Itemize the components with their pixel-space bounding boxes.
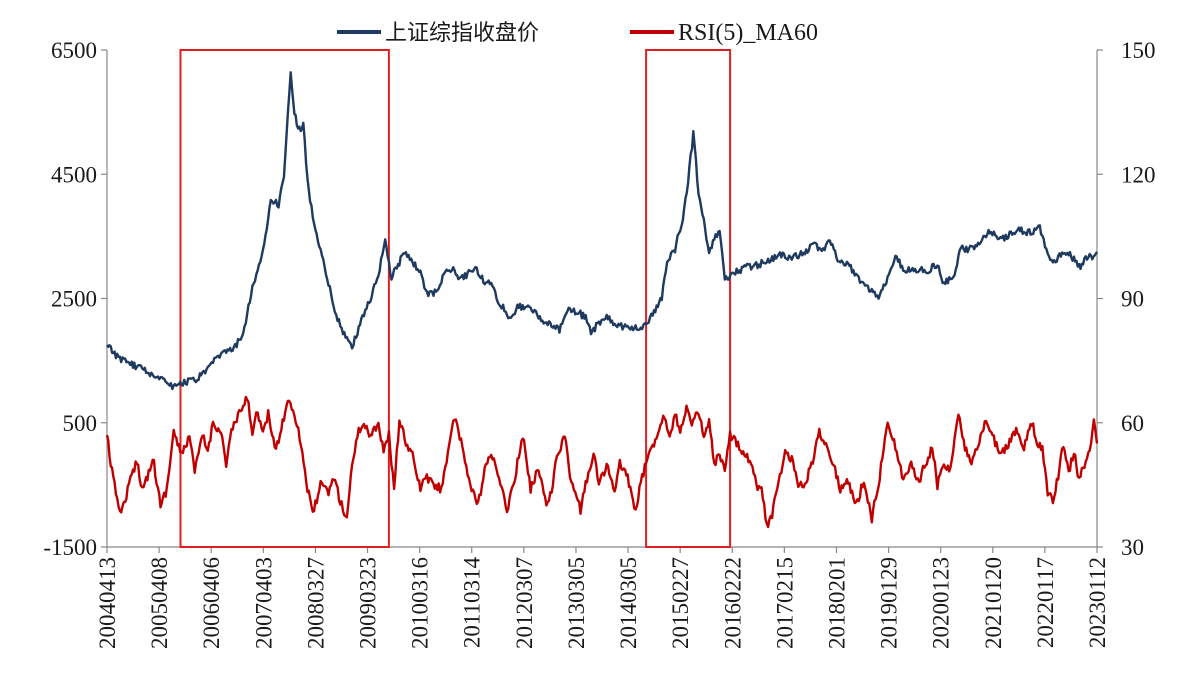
legend: 上证综指收盘价 RSI(5)_MA60 (337, 20, 818, 46)
x-tick-label: 20090323 (356, 557, 381, 649)
x-tick-label: 20110314 (460, 557, 485, 649)
y-left-tick-label: -1500 (43, 535, 97, 560)
y-left-tick-label: 2500 (51, 287, 97, 312)
y-left-tick-label: 6500 (51, 38, 97, 63)
legend-label-rsi: RSI(5)_MA60 (678, 20, 818, 46)
x-tick-label: 20070403 (251, 557, 276, 649)
x-tick-label: 20130305 (564, 557, 589, 649)
y-right-tick-label: 90 (1121, 287, 1144, 312)
y-right-tick-label: 60 (1121, 411, 1144, 436)
x-tick-label: 20040413 (95, 557, 120, 649)
x-tick-label: 20140305 (616, 557, 641, 649)
series-layer (105, 71, 1099, 529)
x-tick-label: 20050408 (147, 557, 172, 649)
y-left-tick-label: 500 (63, 411, 98, 436)
x-tick-label: 20080327 (303, 557, 328, 649)
highlight-boxes (179, 49, 732, 548)
y-right-tick-label: 30 (1121, 535, 1144, 560)
x-tick-label: 20160222 (720, 557, 745, 649)
x-tick-label: 20150227 (668, 557, 693, 649)
y-right-tick-label: 120 (1121, 162, 1156, 187)
x-tick-label: 20060406 (199, 557, 224, 649)
x-tick-label: 20230112 (1085, 557, 1110, 648)
x-tick-label: 20180201 (824, 557, 849, 649)
highlight-box-2 (645, 49, 732, 548)
x-tick-label: 20100316 (408, 557, 433, 649)
x-tick-label: 20120307 (512, 557, 537, 649)
x-tick-label: 20190129 (877, 557, 902, 649)
series-line-index (106, 71, 1099, 391)
y-left-tick-label: 4500 (51, 162, 97, 187)
y-right-tick-label: 150 (1121, 38, 1156, 63)
highlight-box-1 (179, 49, 390, 548)
axes-layer (101, 49, 1103, 553)
x-tick-label: 20220117 (1033, 557, 1058, 648)
legend-label-index: 上证综指收盘价 (385, 21, 539, 46)
x-tick-label: 20210120 (981, 557, 1006, 649)
x-tick-label: 20170215 (772, 557, 797, 649)
tick-labels: 6500 4500 2500 500 -1500 150 120 90 60 30 20040413… (43, 38, 1155, 649)
series-line-rsi (105, 395, 1099, 529)
x-tick-label: 20200123 (929, 557, 954, 649)
